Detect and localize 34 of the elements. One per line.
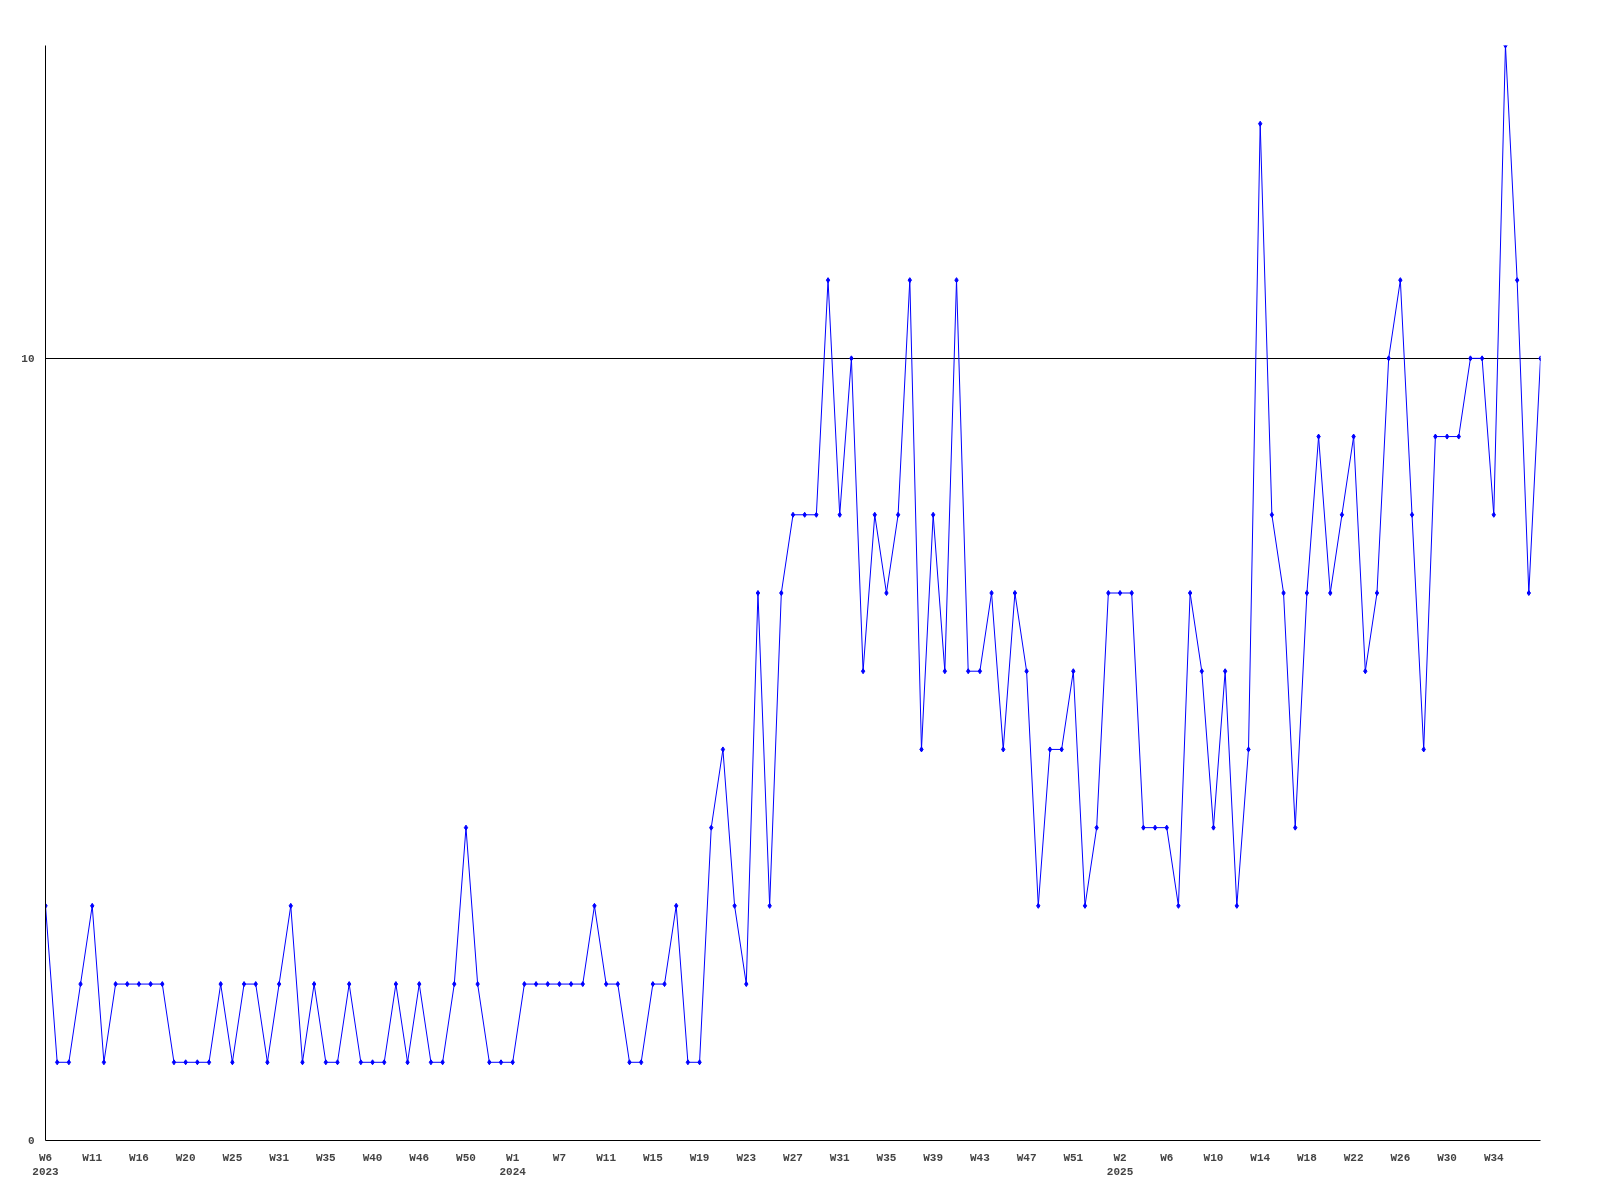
x-tick-label: W50 [456, 1151, 476, 1164]
x-tick-label: W1 2024 [499, 1151, 527, 1178]
x-tick-label: W6 [1160, 1151, 1174, 1164]
x-tick-label: W18 [1297, 1151, 1318, 1164]
x-tick-label: W35 [315, 1151, 337, 1164]
x-tick-label: W11 [596, 1151, 617, 1164]
x-tick-label: W26 [1390, 1151, 1411, 1164]
x-tick-label: W31 [829, 1151, 851, 1164]
x-tick-label: W15 [642, 1151, 664, 1164]
x-tick-label: W6 2023 [32, 1151, 60, 1178]
x-tick-label: W7 [552, 1151, 567, 1164]
x-tick-label: W35 [876, 1151, 897, 1164]
y-tick-label: 0 [27, 1135, 35, 1147]
x-tick-label: W22 [1343, 1151, 1364, 1164]
x-tick-label: W30 [1437, 1151, 1457, 1164]
x-tick-label: W47 [1016, 1151, 1037, 1164]
x-tick-label: W10 [1203, 1151, 1224, 1164]
x-tick-label: W23 [736, 1151, 757, 1164]
x-tick-label: W46 [409, 1151, 430, 1164]
x-tick-label: W27 [783, 1151, 803, 1164]
x-tick-label: W39 [923, 1151, 944, 1164]
y-tick-label: 10 [21, 352, 35, 365]
x-tick-label: W14 [1250, 1151, 1271, 1164]
x-tick-label: W16 [129, 1151, 149, 1164]
x-tick-label: W43 [969, 1151, 991, 1164]
x-tick-label: W25 [222, 1151, 243, 1164]
x-tick-label: W2 2025 [1106, 1151, 1134, 1178]
x-tick-label: W40 [362, 1151, 383, 1164]
x-tick-label: W19 [689, 1151, 710, 1164]
x-tick-label: W34 [1483, 1151, 1505, 1164]
x-tick-label: W51 [1063, 1151, 1084, 1164]
x-tick-label: W20 [175, 1151, 196, 1164]
x-tick-label: W11 [82, 1151, 103, 1164]
x-tick-label: W31 [269, 1151, 290, 1164]
